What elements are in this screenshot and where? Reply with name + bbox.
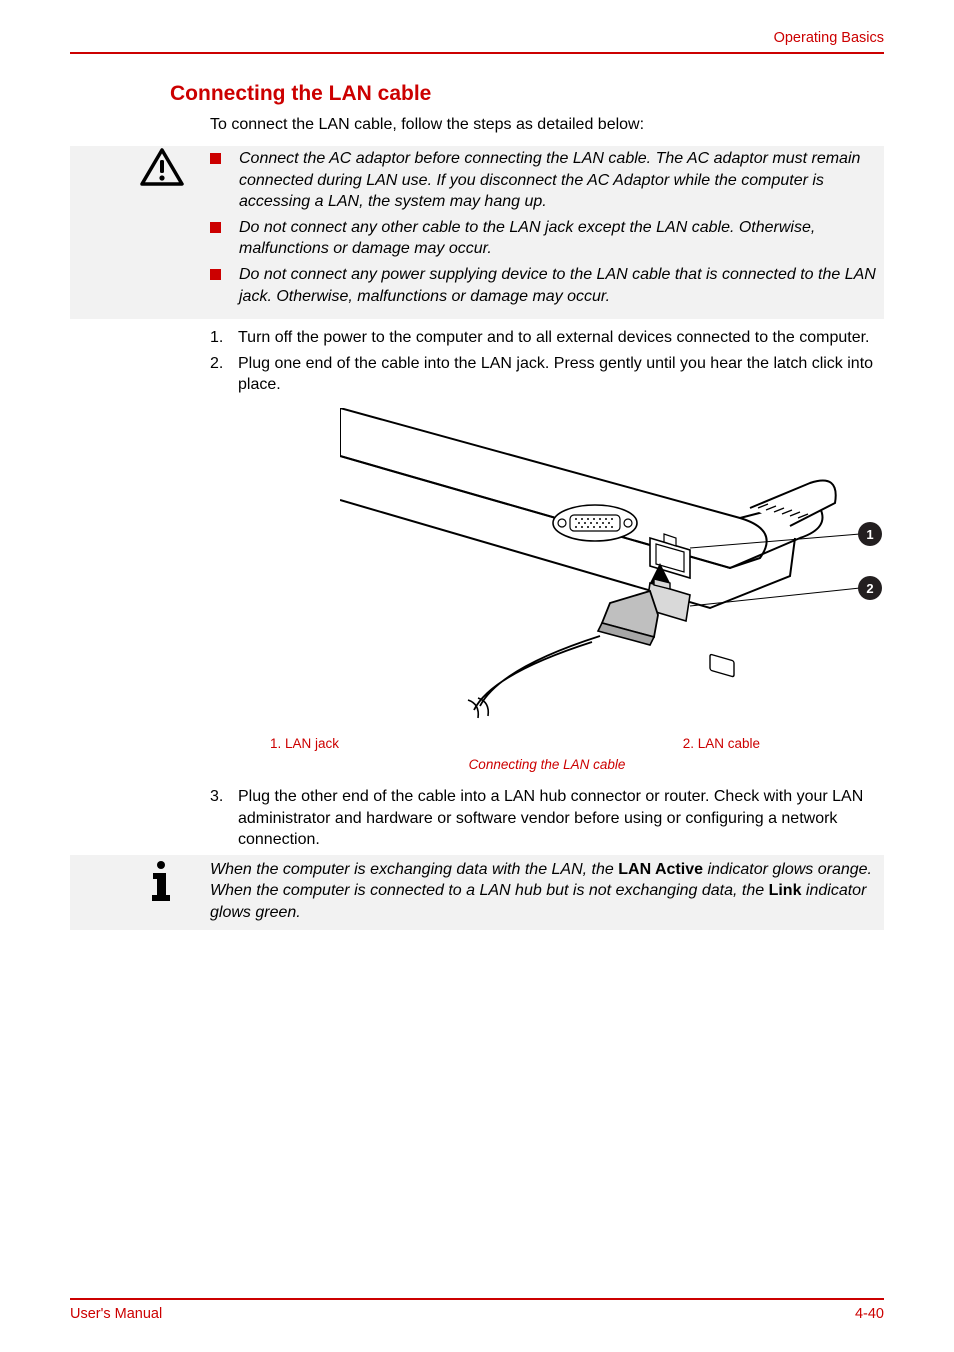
bullet-square (210, 153, 221, 164)
steps-before: 1. Turn off the power to the computer an… (210, 327, 884, 396)
callout-number: 2 (866, 581, 873, 596)
footer-left: User's Manual (70, 1306, 162, 1322)
info-block: When the computer is exchanging data wit… (70, 855, 884, 930)
footer-right: 4-40 (855, 1306, 884, 1322)
step: 1. Turn off the power to the computer an… (210, 327, 876, 349)
bullet-square (210, 269, 221, 280)
caution-icon (70, 148, 210, 193)
callout-number: 1 (866, 527, 873, 542)
caution-item: Connect the AC adaptor before connecting… (210, 148, 876, 213)
section-heading: Connecting the LAN cable (170, 82, 884, 106)
caution-block: Connect the AC adaptor before connecting… (70, 146, 884, 319)
step-number: 2. (210, 353, 238, 396)
step-text: Turn off the power to the computer and t… (238, 327, 876, 349)
caution-text: Do not connect any other cable to the LA… (239, 217, 876, 260)
info-text: When the computer is exchanging data wit… (210, 859, 876, 924)
steps-after: 3. Plug the other end of the cable into … (210, 786, 884, 851)
caution-item: Do not connect any power supplying devic… (210, 264, 876, 307)
step-text: Plug the other end of the cable into a L… (238, 786, 876, 851)
info-icon (70, 859, 210, 908)
intro-text: To connect the LAN cable, follow the ste… (210, 116, 884, 134)
bullet-square (210, 222, 221, 233)
header-rule (70, 52, 884, 54)
footer-row: User's Manual 4-40 (70, 1306, 884, 1322)
caution-item: Do not connect any other cable to the LA… (210, 217, 876, 260)
figure-legend: 1. LAN jack 2. LAN cable (270, 736, 830, 751)
info-span: When the computer is exchanging data wit… (210, 861, 618, 878)
footer-rule (70, 1298, 884, 1300)
running-header: Operating Basics (70, 30, 884, 46)
step-number: 1. (210, 327, 238, 349)
figure-lan-cable: 1 2 (340, 408, 900, 728)
caution-text: Connect the AC adaptor before connecting… (239, 148, 876, 213)
step-text: Plug one end of the cable into the LAN j… (238, 353, 876, 396)
info-bold: LAN Active (618, 861, 703, 878)
legend-item: 1. LAN jack (270, 736, 339, 751)
chapter-title: Operating Basics (774, 30, 884, 46)
info-bold: Link (769, 882, 802, 899)
caution-list: Connect the AC adaptor before connecting… (210, 148, 884, 311)
page-footer: User's Manual 4-40 (70, 1298, 884, 1322)
page: Operating Basics Connecting the LAN cabl… (0, 0, 954, 1352)
step: 2. Plug one end of the cable into the LA… (210, 353, 876, 396)
step-number: 3. (210, 786, 238, 851)
figure-caption: Connecting the LAN cable (210, 757, 884, 772)
legend-item: 2. LAN cable (683, 736, 760, 751)
caution-text: Do not connect any power supplying devic… (239, 264, 876, 307)
step: 3. Plug the other end of the cable into … (210, 786, 876, 851)
